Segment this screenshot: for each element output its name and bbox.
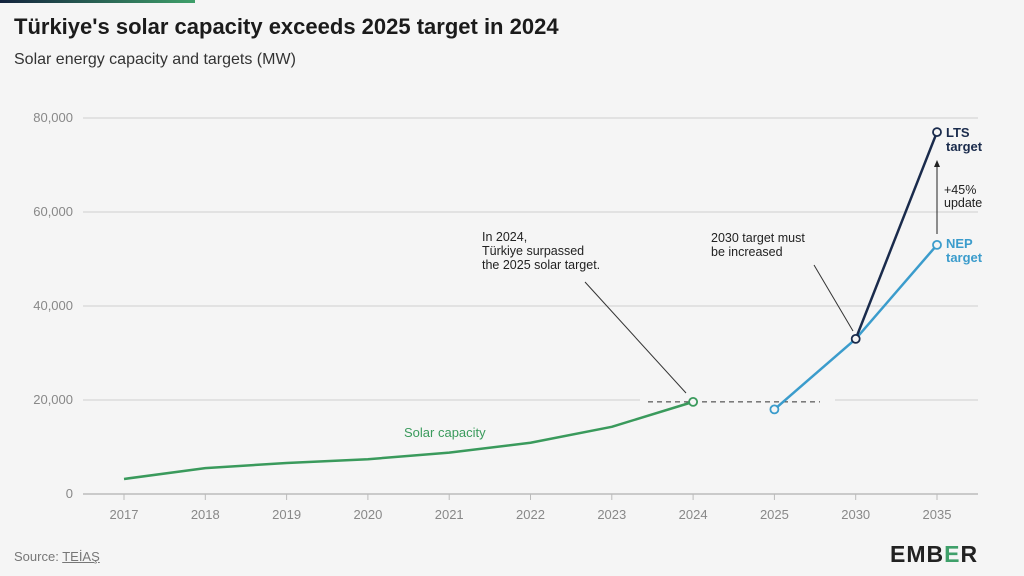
y-tick-label: 20,000	[33, 392, 73, 407]
chart-title: Türkiye's solar capacity exceeds 2025 ta…	[14, 14, 559, 39]
x-tick-label: 2025	[760, 507, 789, 522]
increase-leader-line	[813, 264, 854, 332]
solar-2024-marker	[688, 396, 698, 407]
solar-capacity-line	[123, 400, 694, 481]
x-tick-label: 2021	[435, 507, 464, 522]
increase-annotation-line1: 2030 target must	[711, 231, 805, 245]
nep-label-line2: target	[946, 250, 983, 265]
y-tick-label: 0	[66, 486, 73, 501]
surpassed-annotation-line2: Türkiye surpassed	[482, 244, 584, 258]
y-tick-label: 80,000	[33, 110, 73, 125]
nep-2025-marker	[769, 404, 780, 415]
x-tick-label: 2022	[516, 507, 545, 522]
source-label: Source:	[14, 549, 59, 564]
target-2030-marker	[850, 333, 861, 344]
x-tick-label: 2035	[923, 507, 952, 522]
lts-2035-marker	[932, 127, 942, 138]
nep-2035-marker	[932, 239, 942, 250]
nep-target-line	[773, 244, 938, 411]
top-accent-bar	[0, 0, 195, 3]
surpassed-leader-line	[584, 281, 687, 394]
increase-annotation-line2: be increased	[711, 245, 783, 259]
ember-logo: EMBER	[890, 541, 979, 567]
chart-subtitle: Solar energy capacity and targets (MW)	[14, 51, 296, 68]
x-tick-label: 2020	[353, 507, 382, 522]
x-tick-label: 2030	[841, 507, 870, 522]
y-tick-label: 40,000	[33, 298, 73, 313]
nep-label-line1: NEP	[946, 236, 973, 251]
arrow-head-icon	[934, 160, 940, 167]
lts-label-line1: LTS	[946, 125, 970, 140]
lts-label-line2: target	[946, 139, 983, 154]
x-tick-label: 2023	[597, 507, 626, 522]
surpassed-annotation-line1: In 2024,	[482, 230, 527, 244]
solar-series-label: Solar capacity	[404, 425, 486, 440]
source-note: Source: TEİAŞ	[14, 549, 100, 564]
x-tick-label: 2024	[679, 507, 708, 522]
y-tick-label: 60,000	[33, 204, 73, 219]
x-tick-label: 2018	[191, 507, 220, 522]
lts-target-line	[854, 131, 939, 340]
update-annotation-line2: update	[944, 196, 982, 210]
surpassed-annotation-line3: the 2025 solar target.	[482, 258, 600, 272]
x-tick-label: 2017	[110, 507, 139, 522]
source-link[interactable]: TEİAŞ	[62, 549, 100, 564]
update-annotation-line1: +45%	[944, 183, 976, 197]
x-tick-label: 2019	[272, 507, 301, 522]
